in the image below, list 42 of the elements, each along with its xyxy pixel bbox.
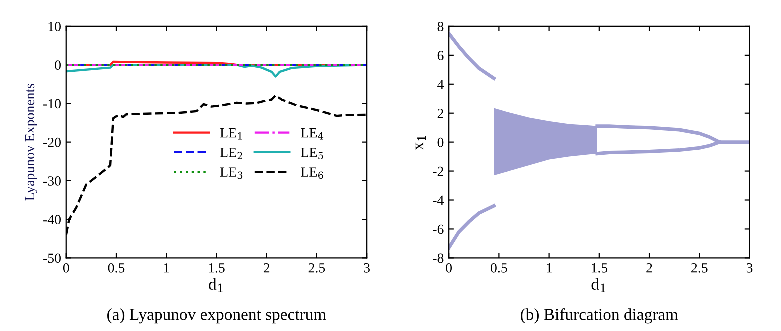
y-axis-title: Lyapunov Exponents: [25, 84, 38, 201]
x-tick-label: 3: [364, 263, 370, 273]
y-tick-label: -8: [433, 254, 444, 264]
y-tick-label: -6: [433, 224, 444, 234]
y-tick-label: -30: [44, 176, 61, 186]
legend-label: LE$_{1}$: [220, 128, 242, 140]
y-tick-label: -4: [433, 196, 444, 206]
x-tick-label: 3: [746, 263, 753, 273]
text: (a) Lyapunov exponent spectrum: [108, 308, 326, 324]
y-tick-label: -2: [433, 166, 444, 176]
y-tick-label: 10: [48, 22, 61, 32]
x-tick-label: 0.5: [491, 263, 508, 273]
x-tick-label: 2: [646, 263, 652, 273]
x-axis-title: d$_{1}$: [209, 278, 223, 292]
x-tick-label: 1.5: [209, 264, 225, 273]
x-axis-title: d$_{1}$: [592, 278, 606, 292]
text: (b) Bifurcation diagram: [521, 308, 678, 324]
x-tick-label: 0.5: [108, 263, 125, 273]
x-tick-label: 2: [264, 263, 270, 273]
y-tick-label: 8: [438, 22, 444, 32]
y-tick-label: 6: [438, 51, 444, 60]
x-tick-label: 1: [164, 264, 170, 273]
x-tick-label: 1: [547, 264, 552, 273]
x-tick-label: 0: [446, 263, 452, 273]
y-axis-title: x$_{1}$: [416, 136, 426, 150]
x-tick-label: 1.5: [592, 264, 608, 273]
x-tick-label: 0: [63, 263, 70, 273]
y-tick-label: -20: [44, 138, 61, 148]
y-tick-label: -10: [44, 99, 61, 109]
legend-label: LE$_{2}$: [220, 148, 242, 160]
legend-label: LE$_{3}$: [220, 168, 243, 180]
y-tick-label: -50: [44, 254, 61, 264]
legend-label: LE$_{5}$: [301, 148, 324, 160]
x-tick-label: 2.5: [308, 263, 326, 273]
y-tick-label: 2: [438, 108, 444, 118]
y-tick-label: 4: [438, 80, 444, 90]
x-tick-label: 2.5: [692, 263, 708, 273]
y-tick-label: 0: [55, 60, 61, 70]
legend-label: LE$_{4}$: [301, 128, 324, 140]
y-tick-label: -40: [44, 215, 61, 225]
y-tick-label: 0: [438, 138, 444, 148]
legend-label: LE$_{6}$: [301, 168, 324, 180]
